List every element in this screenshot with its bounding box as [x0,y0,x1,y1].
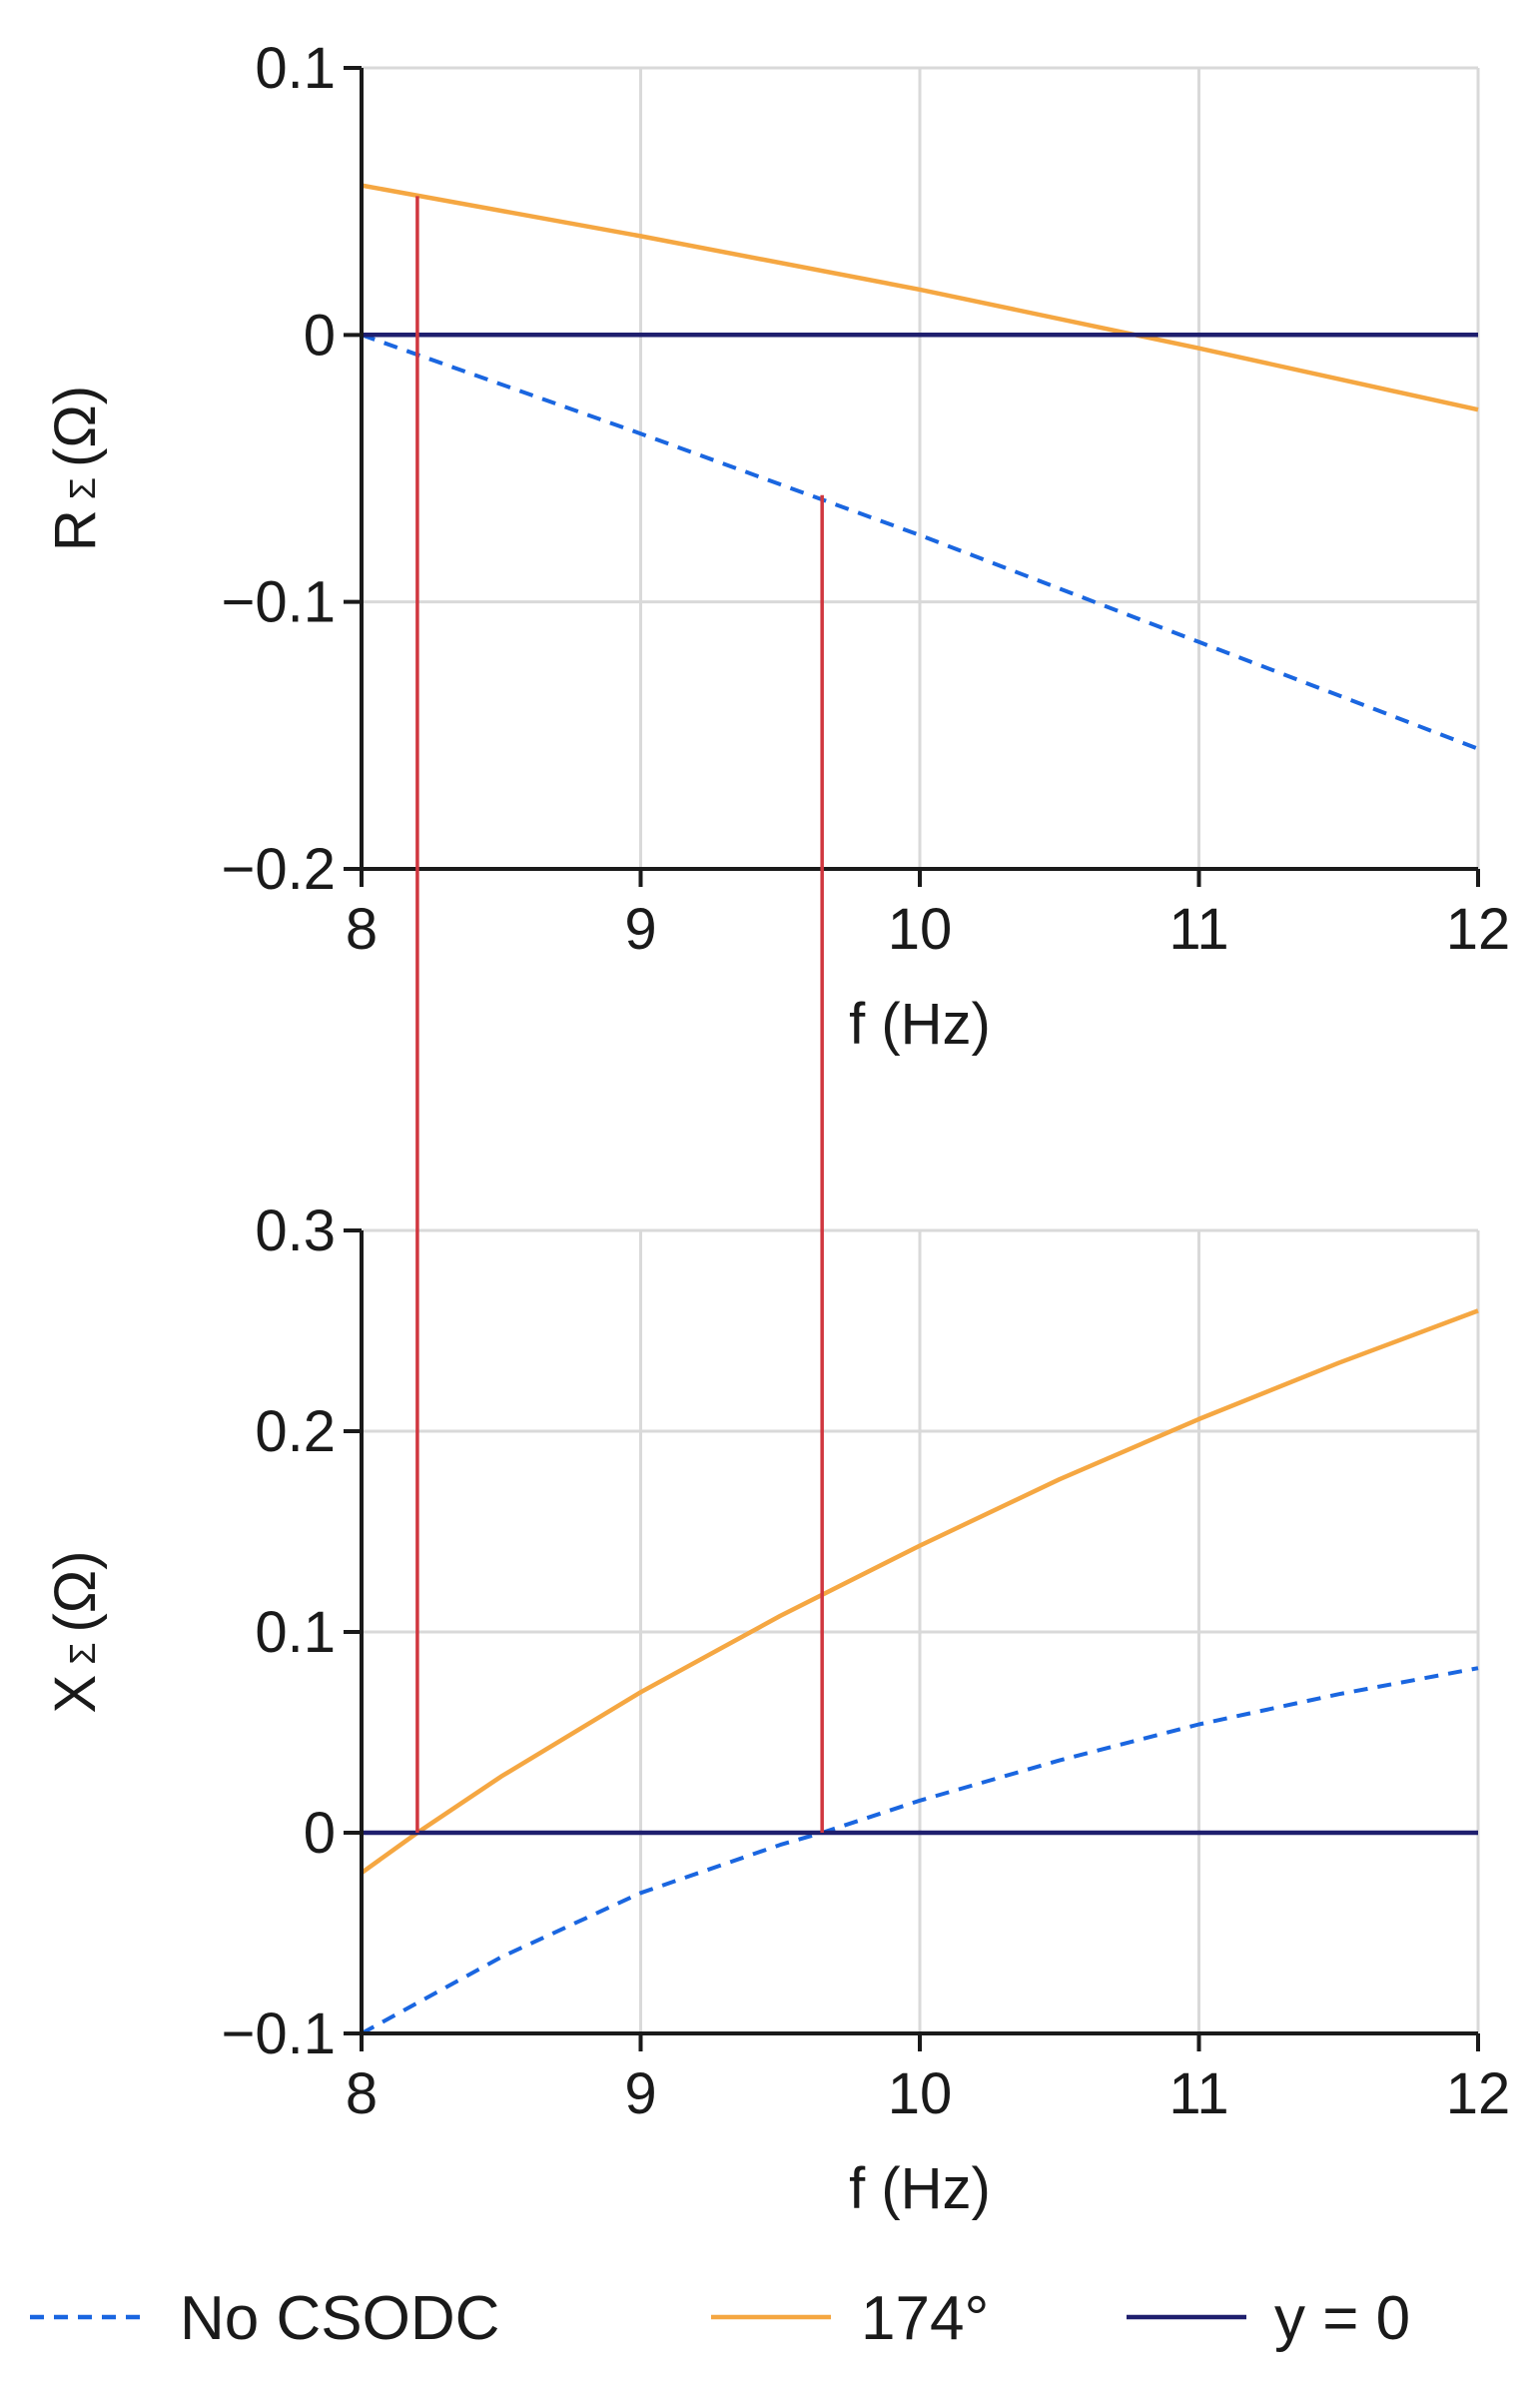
y-tick-label: −0.1 [222,2001,337,2066]
legend: No CSODC 174° y = 0 [30,2284,1410,2353]
legend-label: No CSODC [180,2284,499,2353]
x-tick-label: 9 [624,2061,656,2126]
y-axis-title-unit: (Ω) [43,386,108,467]
series-174 [361,183,1479,412]
x-tick-label: 10 [888,897,953,962]
resistance-chart: 0.1 0 −0.1 −0.28 9 10 11 12 f (Hz) RΣ (Ω) [43,36,1510,1057]
y-tick-label: 0 [304,303,336,368]
series-no-csodc [361,1666,1479,2035]
y-axis-title-sub: Σ [62,1643,103,1665]
x-tick-label: 9 [624,897,656,962]
y-axis-title-unit: (Ω) [43,1551,108,1633]
x-tick-label: 11 [1168,897,1228,962]
reactance-chart: 0.3 0.2 0.1 0 −0.18 9 10 11 12 f (Hz) XΣ (Ω) [43,1199,1510,2221]
series-no-csodc [361,333,1479,751]
x-tick-label: 8 [346,897,378,962]
x-tick-label: 11 [1168,2061,1228,2126]
legend-label: 174° [861,2284,989,2353]
x-tick-label: 12 [1446,2061,1511,2126]
y-tick-label: 0.3 [255,1199,336,1263]
y-axis-title: RΣ (Ω) [43,386,108,551]
y-tick-label: −0.2 [222,837,337,902]
y-axis-title: XΣ (Ω) [43,1551,108,1714]
marker-lines [415,196,824,1833]
x-tick-label: 12 [1446,897,1511,962]
series-174 [360,1308,1479,1876]
y-axis-title-main: R [43,509,108,551]
x-axis-title: f (Hz) [849,992,991,1057]
x-axis-title: f (Hz) [849,2156,991,2221]
x-tick-label: 10 [888,2061,953,2126]
y-axis-title-sub: Σ [62,477,103,499]
y-tick-label: 0.1 [255,1600,336,1665]
legend-label: y = 0 [1274,2284,1410,2353]
y-tick-label: 0.1 [255,36,336,101]
y-tick-label: 0.2 [255,1399,336,1464]
y-axis-title-main: X [43,1675,108,1714]
x-tick-label: 8 [346,2061,378,2126]
y-tick-label: 0 [304,1801,336,1866]
y-tick-label: −0.1 [222,570,337,635]
